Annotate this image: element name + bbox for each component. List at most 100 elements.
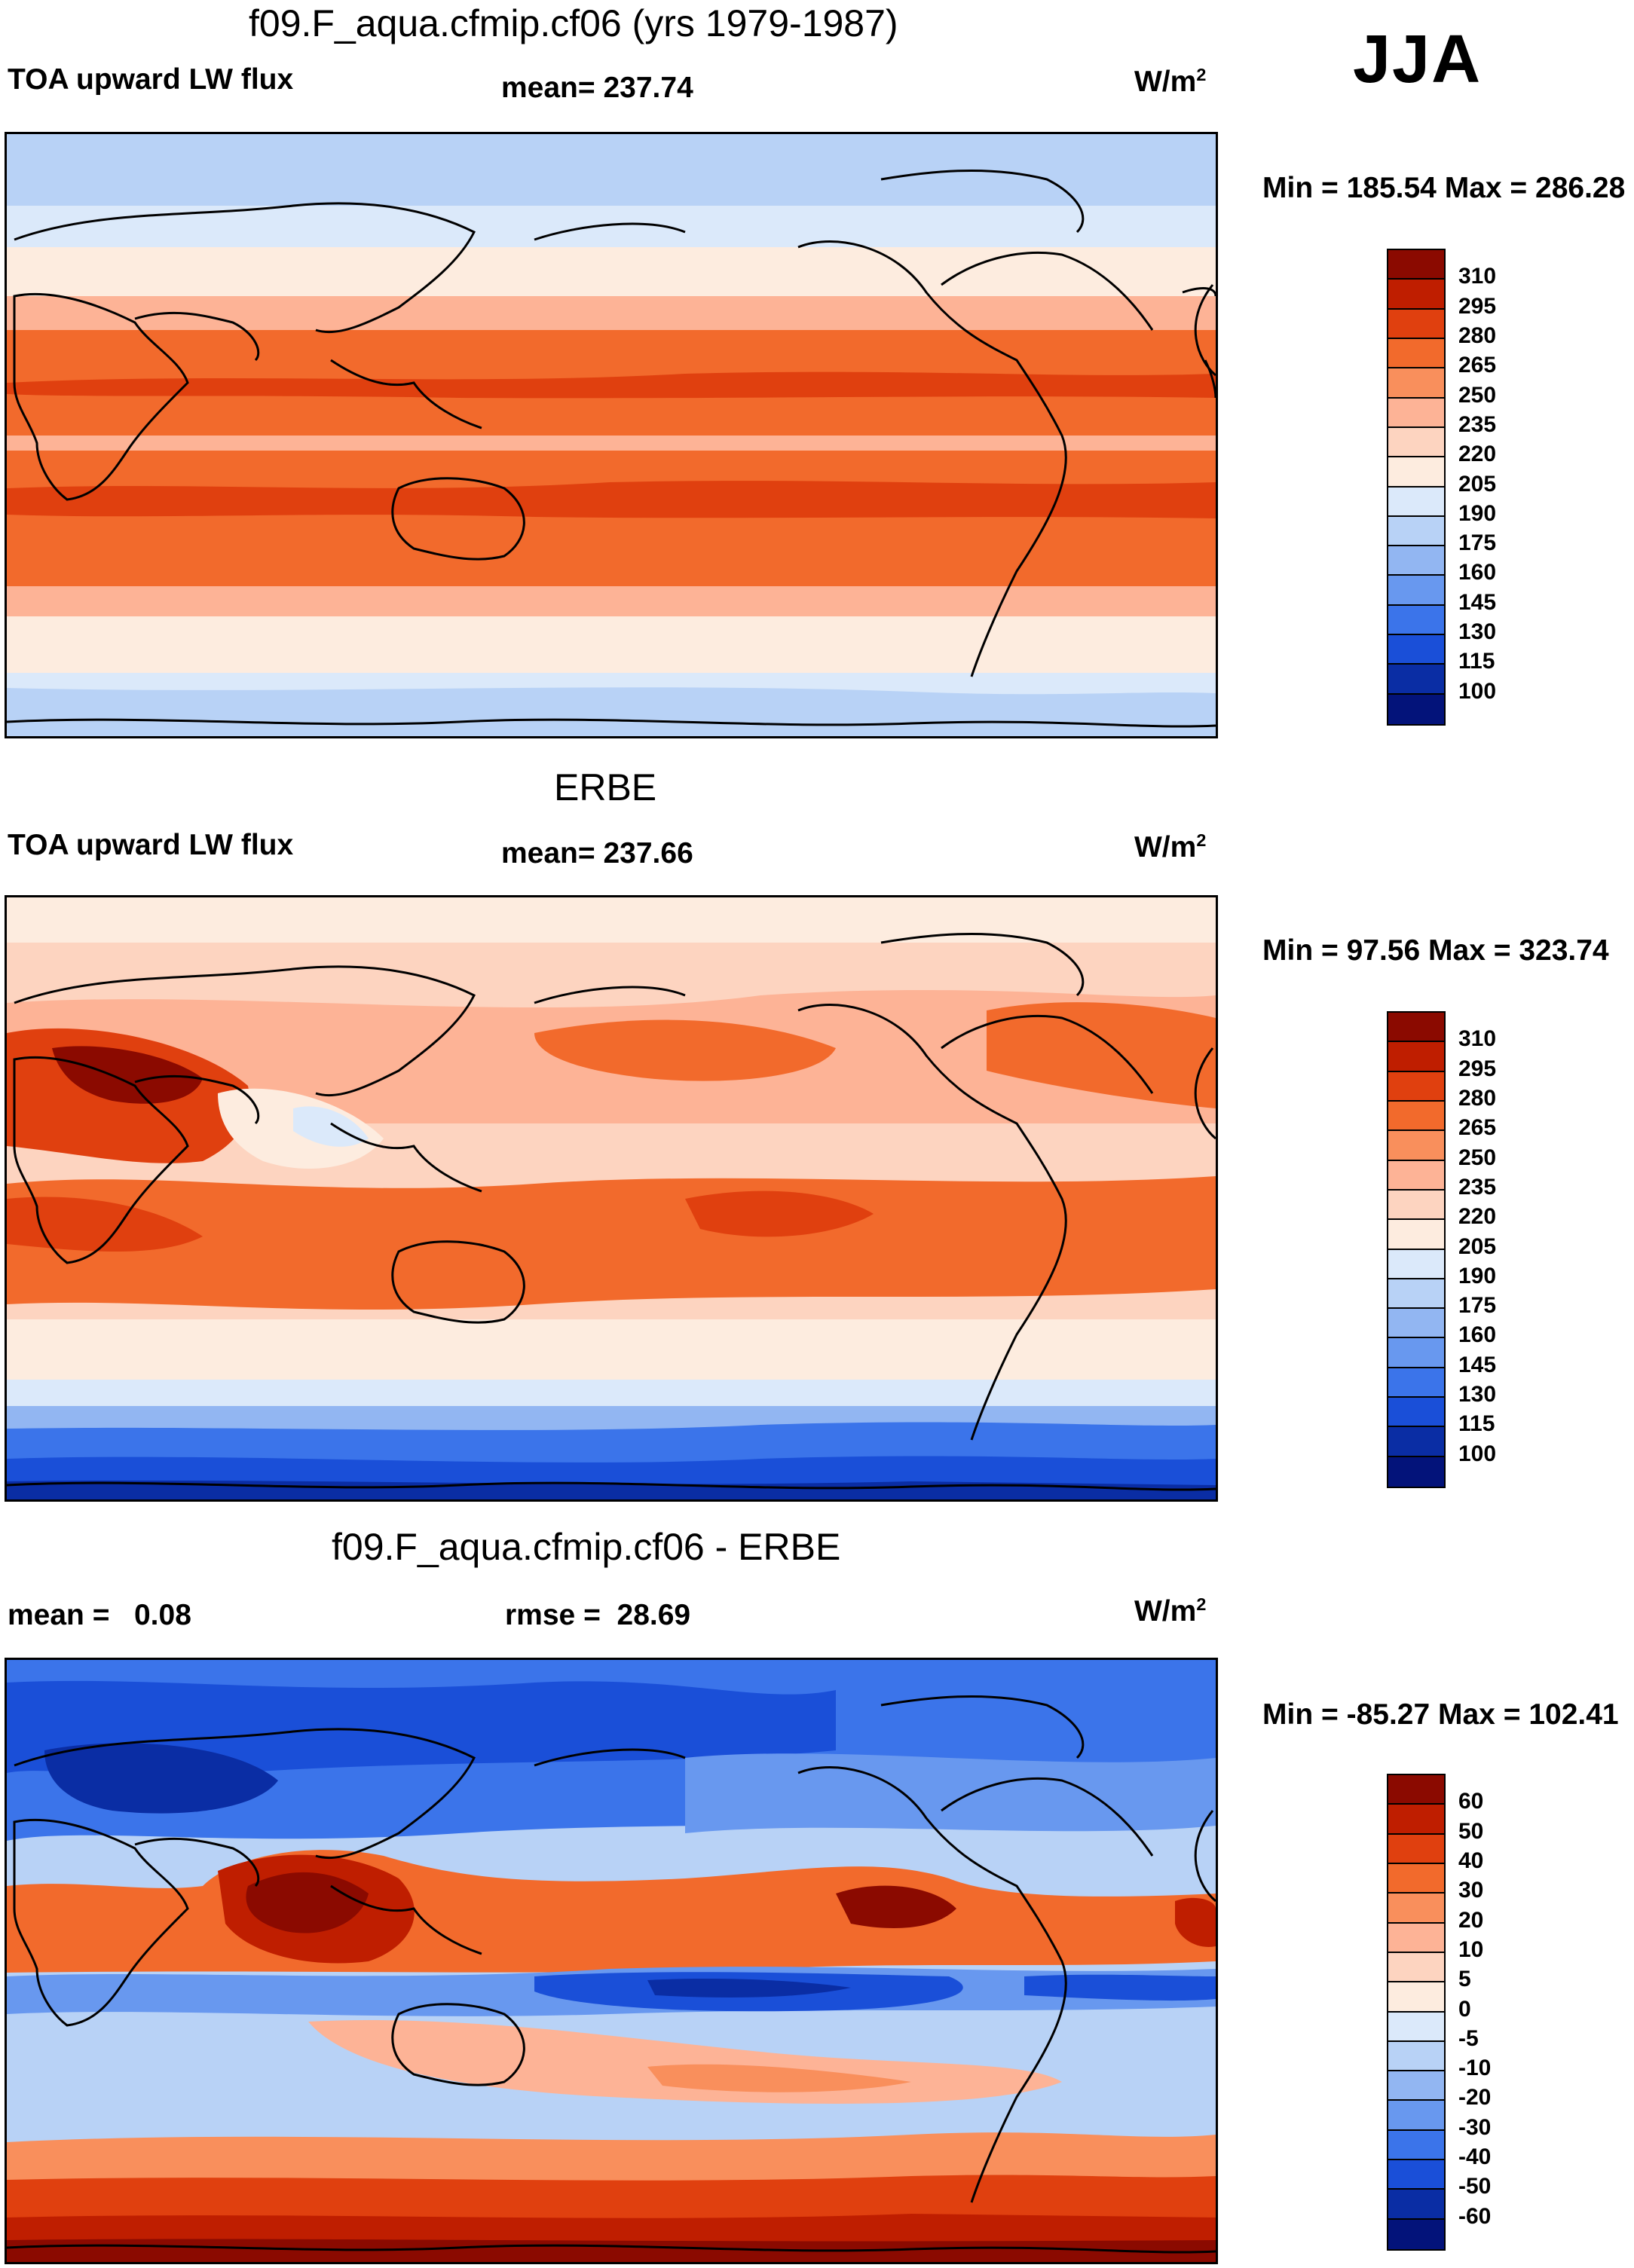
colorbar-swatch: [1388, 1427, 1444, 1457]
colorbar-tick-label: 190: [1458, 1263, 1497, 1288]
panel1-colorbar-labels: 310 295 280 265 250 235 220 205 190 175 160 145 130 1…: [1458, 249, 1571, 726]
panel2-mean-label: mean= 237.66: [501, 837, 693, 870]
colorbar-swatch: [1388, 1775, 1444, 1805]
colorbar-tick-label: -10: [1458, 2056, 1492, 2081]
colorbar-tick-label: 310: [1458, 1026, 1497, 1052]
colorbar-tick-label: 235: [1458, 411, 1497, 437]
colorbar-tick-label: 250: [1458, 1145, 1497, 1170]
colorbar-swatch: [1388, 605, 1444, 636]
colorbar-swatch: [1388, 1834, 1444, 1864]
panel2-title: ERBE: [554, 766, 657, 808]
colorbar-swatch: [1388, 1071, 1444, 1102]
colorbar-tick-label: 100: [1458, 678, 1497, 704]
colorbar-tick-label: -60: [1458, 2203, 1492, 2229]
colorbar-tick-label: 310: [1458, 264, 1497, 289]
panel2-colorbar-labels: 310 295 280 265 250 235 220 205 190 175 160 145 130 1…: [1458, 1011, 1571, 1488]
colorbar-tick-label: 265: [1458, 1115, 1497, 1141]
colorbar-swatch: [1388, 1398, 1444, 1428]
colorbar-swatch: [1388, 1131, 1444, 1161]
panel1-units: W/m2: [1134, 65, 1207, 98]
colorbar-tick-label: 280: [1458, 322, 1497, 348]
colorbar-swatch: [1388, 2219, 1444, 2249]
colorbar-swatch: [1388, 576, 1444, 606]
colorbar-swatch: [1388, 1160, 1444, 1191]
colorbar-tick-label: 5: [1458, 1967, 1471, 1992]
colorbar-tick-label: 280: [1458, 1085, 1497, 1111]
panel3-colorbar: [1387, 1774, 1446, 2251]
colorbar-swatch: [1388, 457, 1444, 488]
colorbar-swatch: [1388, 309, 1444, 339]
colorbar-swatch: [1388, 1042, 1444, 1072]
panel3-colorbar-labels: 60 50 40 30 20 10 5 0 -5 -10 -20 -30 -40 -50 -60: [1458, 1774, 1571, 2251]
panel1-title: f09.F_aqua.cfmip.cf06 (yrs 1979-1987): [249, 2, 898, 44]
colorbar-swatch: [1388, 1101, 1444, 1132]
colorbar-swatch: [1388, 1338, 1444, 1368]
panel1-map: [5, 132, 1218, 738]
colorbar-tick-label: 265: [1458, 353, 1497, 378]
colorbar-tick-label: 30: [1458, 1878, 1484, 1903]
colorbar-tick-label: -50: [1458, 2174, 1492, 2199]
colorbar-swatch: [1388, 1894, 1444, 1924]
colorbar-tick-label: 130: [1458, 1382, 1497, 1408]
colorbar-tick-label: -5: [1458, 2025, 1479, 2051]
colorbar-swatch: [1388, 694, 1444, 724]
panel3-minmax: Min = -85.27 Max = 102.41: [1262, 1698, 1619, 1731]
colorbar-swatch: [1388, 280, 1444, 310]
colorbar-tick-label: 100: [1458, 1441, 1497, 1466]
colorbar-swatch: [1388, 665, 1444, 695]
panel3-map: [5, 1658, 1218, 2264]
colorbar-swatch: [1388, 1309, 1444, 1339]
colorbar-swatch: [1388, 1013, 1444, 1043]
panel2-map: [5, 895, 1218, 1502]
panel3-units: W/m2: [1134, 1594, 1207, 1628]
panel2-units: W/m2: [1134, 830, 1207, 863]
panel2-variable-label: TOA upward LW flux: [8, 829, 294, 861]
colorbar-tick-label: 130: [1458, 619, 1497, 645]
panel2-minmax: Min = 97.56 Max = 323.74: [1262, 934, 1609, 967]
colorbar-swatch: [1388, 1952, 1444, 1983]
colorbar-tick-label: 50: [1458, 1818, 1484, 1844]
colorbar-tick-label: 175: [1458, 1293, 1497, 1319]
colorbar-tick-label: 145: [1458, 1352, 1497, 1377]
colorbar-tick-label: 0: [1458, 1996, 1471, 2022]
colorbar-swatch: [1388, 2130, 1444, 2161]
colorbar-tick-label: 220: [1458, 442, 1497, 467]
colorbar-tick-label: 190: [1458, 500, 1497, 526]
colorbar-swatch: [1388, 1863, 1444, 1894]
colorbar-swatch: [1388, 1249, 1444, 1279]
colorbar-swatch: [1388, 2041, 1444, 2072]
colorbar-tick-label: 60: [1458, 1789, 1484, 1814]
colorbar-swatch: [1388, 1805, 1444, 1835]
colorbar-swatch: [1388, 1220, 1444, 1250]
colorbar-tick-label: 235: [1458, 1174, 1497, 1200]
colorbar-tick-label: 115: [1458, 1411, 1495, 1437]
colorbar-swatch: [1388, 487, 1444, 517]
colorbar-swatch: [1388, 2101, 1444, 2131]
colorbar-swatch: [1388, 516, 1444, 547]
colorbar-swatch: [1388, 398, 1444, 428]
colorbar-swatch: [1388, 1279, 1444, 1310]
colorbar-tick-label: 250: [1458, 382, 1497, 408]
colorbar-swatch: [1388, 2160, 1444, 2190]
colorbar-swatch: [1388, 368, 1444, 399]
colorbar-tick-label: 10: [1458, 1936, 1484, 1962]
colorbar-tick-label: 220: [1458, 1204, 1497, 1230]
colorbar-tick-label: 115: [1458, 649, 1495, 674]
colorbar-tick-label: 20: [1458, 1907, 1484, 1933]
colorbar-tick-label: 295: [1458, 293, 1497, 319]
panel3-title: f09.F_aqua.cfmip.cf06 - ERBE: [332, 1526, 841, 1568]
colorbar-tick-label: 145: [1458, 589, 1497, 615]
colorbar-swatch: [1388, 427, 1444, 458]
colorbar-swatch: [1388, 1368, 1444, 1398]
panel3-rmse-label: rmse = 28.69: [505, 1599, 691, 1631]
colorbar-swatch: [1388, 1923, 1444, 1953]
colorbar-swatch: [1388, 1982, 1444, 2013]
panel3-mean-label: mean = 0.08: [8, 1599, 191, 1631]
colorbar-swatch: [1388, 250, 1444, 280]
panel1-minmax: Min = 185.54 Max = 286.28: [1262, 172, 1626, 204]
colorbar-tick-label: 205: [1458, 471, 1497, 497]
panel2-colorbar: [1387, 1011, 1446, 1488]
season-label: JJA: [1353, 22, 1483, 97]
colorbar-tick-label: 160: [1458, 1322, 1497, 1348]
colorbar-swatch: [1388, 1456, 1444, 1487]
